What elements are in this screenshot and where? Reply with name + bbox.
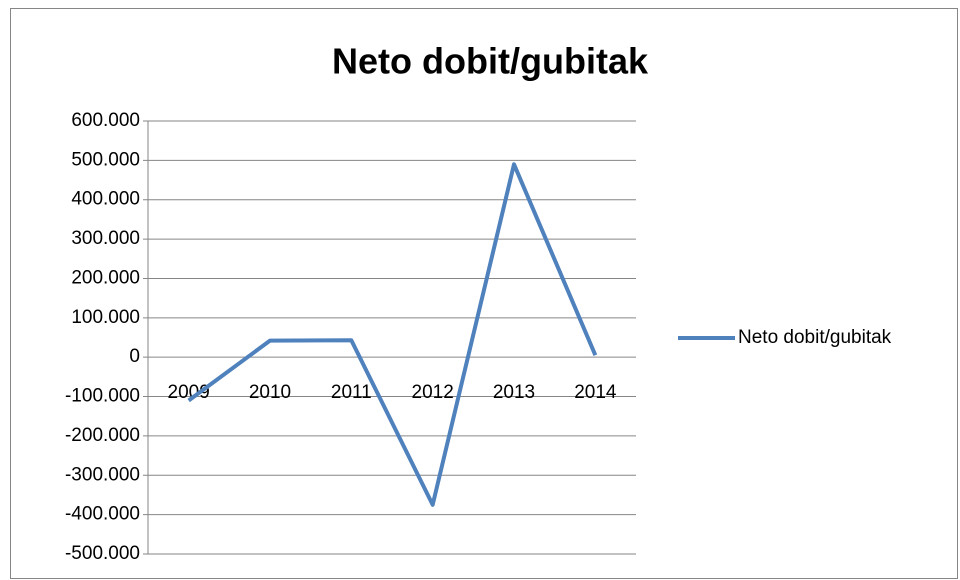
y-tick-label: 300.000 bbox=[71, 228, 140, 249]
x-tick-label: 2012 bbox=[412, 382, 454, 403]
y-tick-label: -300.000 bbox=[65, 464, 140, 485]
series-line bbox=[187, 162, 598, 507]
y-tick-label: 200.000 bbox=[71, 267, 140, 288]
y-tick-label: -500.000 bbox=[65, 543, 140, 564]
y-tick-label: 0 bbox=[129, 346, 140, 367]
y-tick-label: 100.000 bbox=[71, 307, 140, 328]
legend-label: Neto dobit/gubitak bbox=[738, 327, 892, 348]
x-tick-label: 2011 bbox=[331, 382, 372, 403]
x-tick-label: 2010 bbox=[249, 382, 291, 403]
y-tick-label: 600.000 bbox=[71, 110, 140, 131]
chart-title: Neto dobit/gubitak bbox=[332, 41, 649, 82]
y-tick-label: -400.000 bbox=[65, 504, 140, 525]
y-tick-label: 400.000 bbox=[71, 189, 140, 210]
x-tick-label: 2013 bbox=[493, 382, 535, 403]
x-tick-label: 2014 bbox=[574, 382, 617, 403]
x-tick-label: 2009 bbox=[168, 382, 210, 403]
y-tick-label: -200.000 bbox=[65, 425, 140, 446]
y-tick-label: -100.000 bbox=[65, 386, 140, 407]
y-tick-label: 500.000 bbox=[71, 149, 140, 170]
